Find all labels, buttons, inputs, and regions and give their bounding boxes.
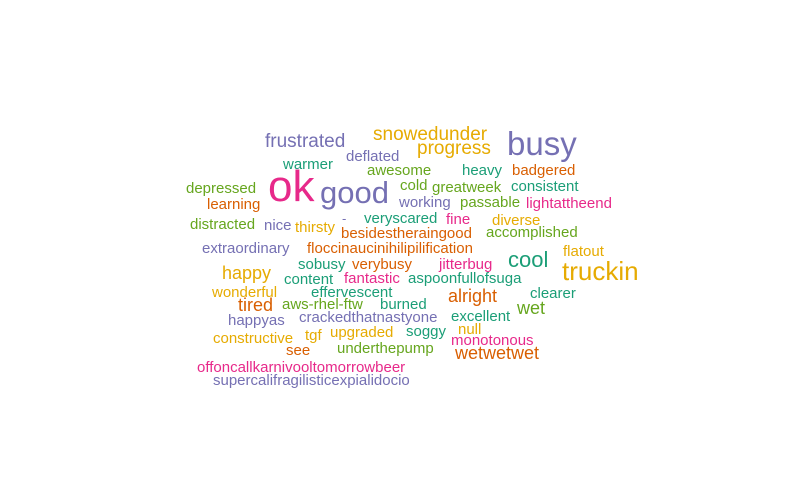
word-cloud-word: besidestheraingood [341, 225, 472, 242]
word-cloud-word: frustrated [265, 131, 346, 152]
word-cloud-word: happy [222, 263, 272, 283]
word-cloud-word: verybusy [352, 256, 413, 273]
word-cloud-word: null [458, 321, 482, 338]
word-cloud-word: cool [508, 247, 549, 272]
word-cloud-word: aspoonfullofsuga [408, 270, 522, 287]
word-cloud-word: aws-rhel-ftw [282, 296, 363, 313]
word-cloud-word: busy [507, 125, 577, 162]
word-cloud-word: - [342, 211, 347, 226]
word-cloud-word: deflated [346, 148, 400, 165]
word-cloud-word: tired [238, 295, 274, 315]
word-cloud-word: extraordinary [202, 240, 290, 257]
word-cloud-word: content [284, 271, 334, 288]
word-cloud-word: veryscared [364, 210, 438, 227]
word-cloud-word: lightattheend [526, 195, 612, 212]
word-cloud-word: wonderful [212, 284, 278, 301]
word-cloud-word: monotonous [451, 332, 534, 349]
word-cloud-word: ok [268, 162, 315, 211]
word-cloud-word: burned [380, 296, 427, 313]
word-cloud-word: greatweek [432, 179, 502, 196]
word-cloud-word: accomplished [486, 224, 578, 241]
word-cloud-word: working [399, 194, 451, 211]
word-cloud-word: tgf [305, 327, 322, 344]
word-cloud-word: diverse [492, 212, 541, 229]
word-cloud-word: depressed [186, 180, 257, 197]
word-cloud-word: fantastic [344, 270, 400, 287]
word-cloud-word: nice [264, 217, 292, 234]
word-cloud-word: crackedthatnastyone [299, 309, 438, 326]
word-cloud-word: truckin [562, 256, 639, 286]
word-cloud-word: upgraded [330, 324, 394, 341]
word-cloud-word: happyas [228, 312, 285, 329]
word-cloud-word: floccinaucinihilipilification [307, 240, 473, 257]
word-cloud-word: progress [417, 138, 491, 159]
word-cloud-word: wetwetwet [455, 343, 540, 363]
word-cloud-word: flatout [563, 243, 604, 260]
word-cloud-word: distracted [190, 216, 256, 233]
word-cloud-word: alright [448, 286, 498, 306]
word-cloud-word: effervescent [311, 284, 393, 301]
word-cloud-word: supercalifragilisticexpialidocio [213, 372, 410, 389]
word-cloud-word: awesome [367, 162, 432, 179]
word-cloud-word: heavy [462, 162, 503, 179]
word-cloud-word: badgered [512, 162, 576, 179]
word-cloud-word: see [286, 342, 311, 359]
word-cloud-word: thirsty [295, 219, 336, 236]
word-cloud-word: underthepump [337, 340, 434, 357]
word-cloud-word: constructive [213, 330, 294, 347]
word-cloud-word: good [320, 175, 389, 210]
word-cloud-word: learning [207, 196, 261, 213]
word-cloud-word: sobusy [298, 256, 346, 273]
word-cloud-word: jitterbug [439, 256, 493, 273]
word-cloud-word: soggy [406, 323, 447, 340]
word-cloud-word: wet [517, 298, 546, 318]
word-cloud-word: cold [400, 177, 428, 194]
word-cloud-word: clearer [530, 285, 576, 302]
word-cloud-word: snowedunder [373, 124, 488, 145]
word-cloud-word: passable [460, 194, 521, 211]
word-cloud-word: warmer [283, 156, 334, 173]
word-cloud-word: offoncallkarnivooltomorrowbeer [197, 359, 406, 376]
word-cloud-word: fine [446, 211, 471, 228]
word-cloud-word: consistent [511, 178, 579, 195]
word-cloud-word: excellent [451, 308, 511, 325]
